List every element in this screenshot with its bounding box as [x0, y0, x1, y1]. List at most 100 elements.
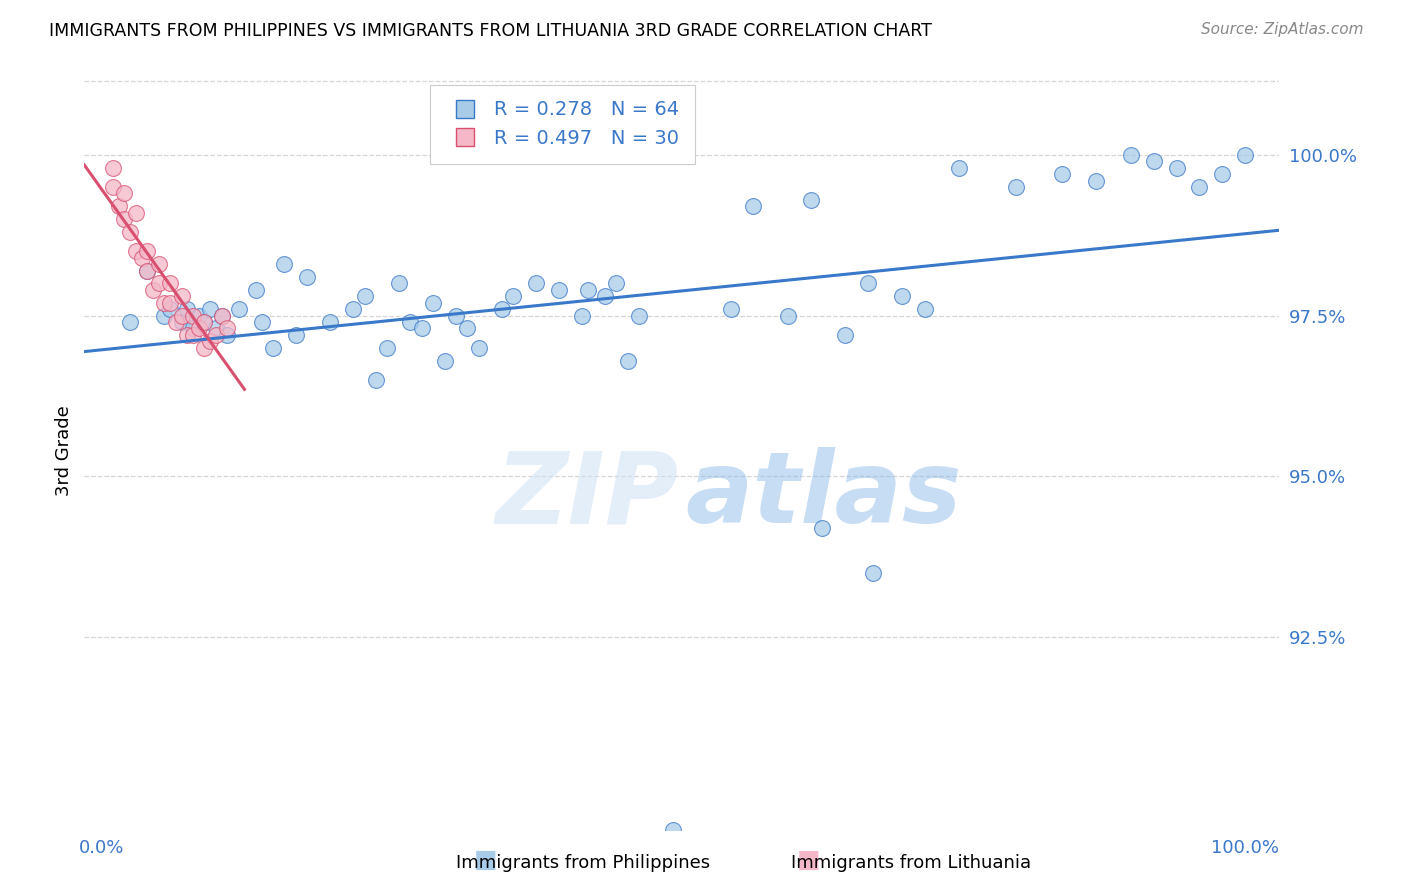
Point [165, 315, 187, 329]
Point [468, 341, 491, 355]
Point [262, 341, 284, 355]
Point [181, 327, 204, 342]
Point [1085, 173, 1108, 187]
Point [1005, 180, 1028, 194]
Point [159, 277, 181, 291]
Point [377, 341, 399, 355]
Point [388, 277, 411, 291]
Point [616, 353, 638, 368]
Point [742, 199, 765, 213]
Point [891, 289, 914, 303]
Point [1050, 167, 1073, 181]
Point [181, 309, 204, 323]
Point [148, 257, 170, 271]
Point [245, 283, 267, 297]
Point [120, 225, 142, 239]
Point [399, 315, 422, 329]
Point [422, 295, 444, 310]
Point [125, 244, 148, 259]
Point [112, 186, 135, 201]
Point [284, 327, 307, 342]
Point [136, 263, 159, 277]
Point [217, 321, 239, 335]
Point [776, 309, 799, 323]
Point [800, 193, 823, 207]
Point [1166, 161, 1188, 175]
Point [571, 309, 593, 323]
Point [364, 373, 387, 387]
Point [811, 520, 834, 534]
Point [187, 321, 209, 335]
Point [159, 295, 181, 310]
Point [205, 327, 228, 342]
Point [228, 302, 250, 317]
Point [856, 277, 879, 291]
Point [211, 309, 233, 323]
Point [170, 309, 193, 323]
Legend: R = 0.278   N = 64, R = 0.497   N = 30: R = 0.278 N = 64, R = 0.497 N = 30 [430, 85, 695, 164]
Point [491, 302, 513, 317]
Point [342, 302, 364, 317]
Point [193, 315, 215, 329]
Point [170, 315, 193, 329]
Point [1119, 148, 1142, 162]
Point [502, 289, 524, 303]
Point [662, 822, 685, 837]
Point [273, 257, 295, 271]
Point [217, 327, 239, 342]
Point [411, 321, 433, 335]
Point [193, 341, 215, 355]
Point [153, 295, 176, 310]
Point [250, 315, 273, 329]
Point [198, 334, 221, 349]
Point [862, 566, 884, 580]
Y-axis label: 3rd Grade: 3rd Grade [55, 405, 73, 496]
Text: atlas: atlas [686, 448, 962, 544]
Point [548, 283, 571, 297]
Text: IMMIGRANTS FROM PHILIPPINES VS IMMIGRANTS FROM LITHUANIA 3RD GRADE CORRELATION C: IMMIGRANTS FROM PHILIPPINES VS IMMIGRANT… [49, 22, 932, 40]
Text: ■: ■ [474, 848, 496, 872]
Text: ZIP: ZIP [495, 448, 678, 544]
Point [193, 315, 215, 329]
Point [136, 263, 159, 277]
Point [1143, 154, 1166, 169]
Text: ■: ■ [797, 848, 820, 872]
Point [101, 180, 124, 194]
Point [593, 289, 616, 303]
Point [605, 277, 627, 291]
Point [107, 199, 129, 213]
Point [433, 353, 456, 368]
Point [948, 161, 970, 175]
Point [627, 309, 650, 323]
Point [131, 251, 153, 265]
Point [120, 315, 142, 329]
Point [187, 309, 209, 323]
Point [101, 161, 124, 175]
Point [176, 302, 198, 317]
Point [1188, 180, 1211, 194]
Point [834, 327, 856, 342]
Point [444, 309, 467, 323]
Point [181, 321, 204, 335]
Point [576, 283, 599, 297]
Point [112, 212, 135, 227]
Point [198, 302, 221, 317]
Point [205, 321, 228, 335]
Text: Source: ZipAtlas.com: Source: ZipAtlas.com [1201, 22, 1364, 37]
Point [153, 309, 176, 323]
Point [1234, 148, 1257, 162]
Point [914, 302, 936, 317]
Point [142, 283, 165, 297]
Point [297, 270, 319, 285]
Point [159, 302, 181, 317]
Text: Immigrants from Lithuania: Immigrants from Lithuania [792, 855, 1031, 872]
Point [211, 309, 233, 323]
Point [176, 327, 198, 342]
Point [136, 244, 159, 259]
Point [720, 302, 742, 317]
Point [456, 321, 478, 335]
Point [353, 289, 375, 303]
Point [170, 289, 193, 303]
Point [1211, 167, 1233, 181]
Point [524, 277, 547, 291]
